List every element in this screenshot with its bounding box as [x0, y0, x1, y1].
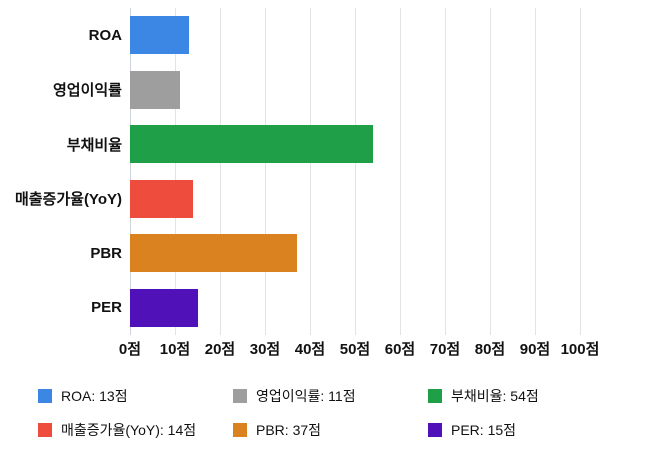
gridline [535, 8, 536, 335]
legend-label: PBR: 37점 [256, 422, 322, 438]
bar[interactable] [130, 125, 373, 164]
x-tick-label: 100점 [560, 341, 600, 358]
bar-row [130, 63, 580, 118]
legend-item: PER: 15점 [428, 420, 623, 440]
legend-label: 매출증가율(YoY): 14점 [61, 422, 197, 438]
gridline [400, 8, 401, 335]
bar[interactable] [130, 70, 180, 109]
bar[interactable] [130, 234, 297, 273]
legend-label: ROA: 13점 [61, 388, 128, 404]
legend-label: 부채비율: 54점 [451, 388, 539, 404]
x-tick-label: 10점 [159, 341, 191, 358]
x-tick-label: 80점 [474, 341, 506, 358]
category-label: PER [91, 299, 122, 317]
category-label: 매출증가율(YoY) [14, 191, 122, 209]
bar[interactable] [130, 16, 189, 55]
legend-item: PBR: 37점 [233, 420, 428, 440]
gridline [130, 8, 131, 335]
legend-color-chip [38, 423, 52, 437]
bar-row [130, 172, 580, 227]
legend-label: PER: 15점 [451, 422, 517, 438]
legend-item: 영업이익률: 11점 [233, 386, 428, 406]
bar[interactable] [130, 179, 193, 218]
legend-color-chip [233, 423, 247, 437]
legend-color-chip [233, 389, 247, 403]
bar-row [130, 226, 580, 281]
x-tick-label: 20점 [204, 341, 236, 358]
gridline [580, 8, 581, 335]
legend-color-chip [38, 389, 52, 403]
plot-area [130, 8, 581, 335]
x-tick-label: 90점 [519, 341, 551, 358]
gridline [265, 8, 266, 335]
legend-item: 부채비율: 54점 [428, 386, 623, 406]
legend-label: 영업이익률: 11점 [256, 388, 356, 404]
x-tick-label: 60점 [384, 341, 416, 358]
gridline [310, 8, 311, 335]
category-label: 영업이익률 [52, 82, 122, 100]
x-tick-label: 0점 [118, 341, 142, 358]
legend-color-chip [428, 389, 442, 403]
category-label: PBR [90, 244, 122, 262]
gridline [175, 8, 176, 335]
bar-series [130, 8, 580, 335]
legend-color-chip [428, 423, 442, 437]
gridline [445, 8, 446, 335]
x-tick-label: 50점 [339, 341, 371, 358]
bar-row [130, 281, 580, 336]
gridline [355, 8, 356, 335]
x-tick-label: 70점 [429, 341, 461, 358]
x-tick-label: 40점 [294, 341, 326, 358]
category-label: ROA [88, 26, 122, 44]
legend-item: ROA: 13점 [38, 386, 233, 406]
category-label: 부채비율 [66, 136, 122, 154]
x-axis: 0점 10점 20점 30점 40점 50점 60점 70점 80점 90점 100점 [119, 338, 599, 360]
gridline [220, 8, 221, 335]
bar-row [130, 8, 580, 63]
legend-item: 매출증가율(YoY): 14점 [38, 420, 233, 440]
x-tick-label: 30점 [249, 341, 281, 358]
bar[interactable] [130, 288, 198, 327]
gridline [490, 8, 491, 335]
bar-row [130, 117, 580, 172]
